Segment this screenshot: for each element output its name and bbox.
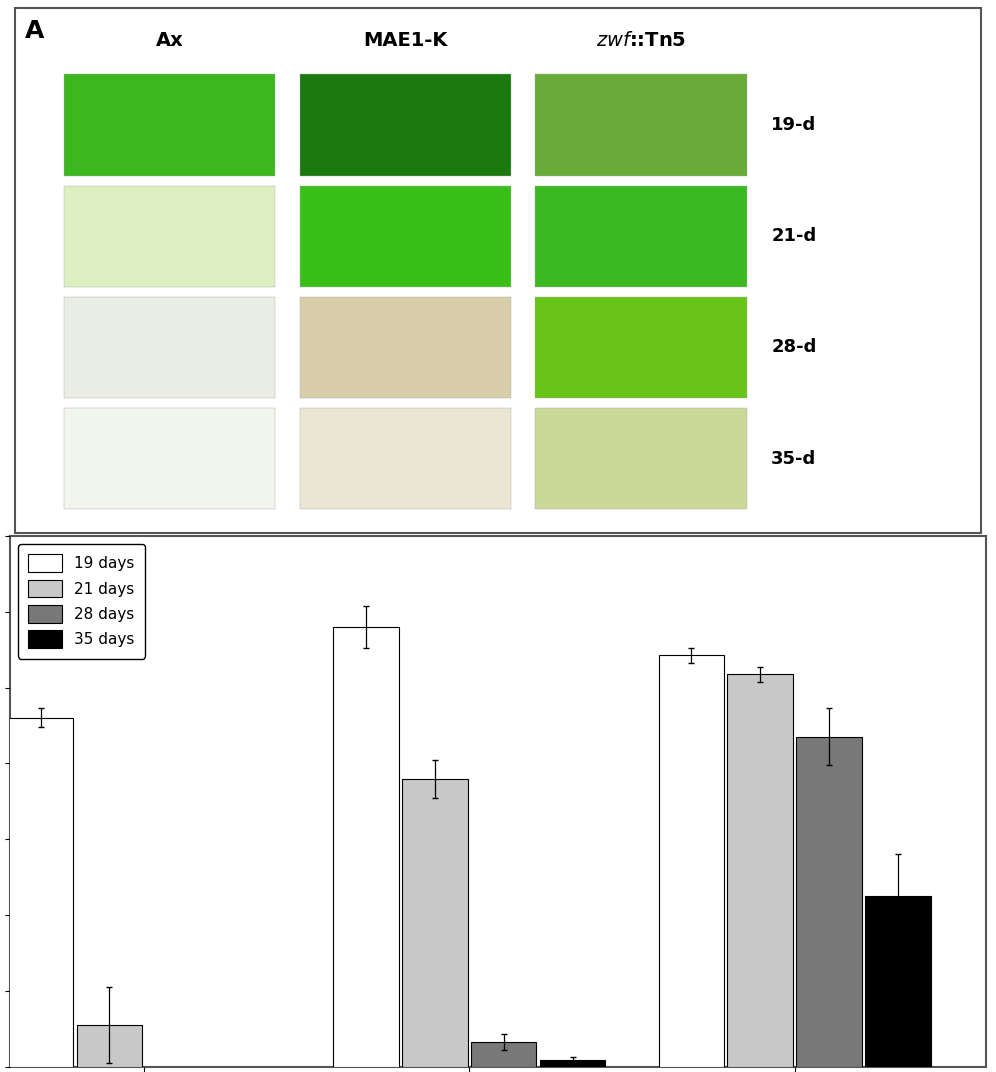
Text: $\mathit{zwf}$::Tn5: $\mathit{zwf}$::Tn5 xyxy=(596,31,686,50)
Bar xyxy=(866,896,930,1067)
Bar xyxy=(402,778,467,1067)
Text: A: A xyxy=(25,18,44,43)
Bar xyxy=(8,718,74,1067)
Text: 28-d: 28-d xyxy=(771,339,817,357)
Bar xyxy=(64,185,275,287)
Bar xyxy=(300,407,511,509)
Bar xyxy=(727,674,793,1067)
Text: 19-d: 19-d xyxy=(771,116,817,134)
Bar xyxy=(300,185,511,287)
Bar xyxy=(300,297,511,399)
Bar xyxy=(64,407,275,509)
Text: Ax: Ax xyxy=(155,31,183,50)
Text: 35-d: 35-d xyxy=(771,449,817,467)
Bar xyxy=(536,74,747,176)
Bar xyxy=(300,74,511,176)
Text: MAE1-K: MAE1-K xyxy=(364,31,447,50)
FancyBboxPatch shape xyxy=(15,8,981,534)
Bar xyxy=(334,627,398,1067)
Bar xyxy=(536,185,747,287)
Text: 21-d: 21-d xyxy=(771,227,817,245)
Bar xyxy=(471,1042,537,1067)
Bar xyxy=(64,297,275,399)
Bar xyxy=(77,1025,142,1067)
Legend: 19 days, 21 days, 28 days, 35 days: 19 days, 21 days, 28 days, 35 days xyxy=(18,544,145,658)
Bar xyxy=(536,407,747,509)
Bar xyxy=(536,297,747,399)
Bar xyxy=(797,736,862,1067)
Bar xyxy=(540,1060,606,1067)
Bar xyxy=(658,655,724,1067)
Bar xyxy=(64,74,275,176)
